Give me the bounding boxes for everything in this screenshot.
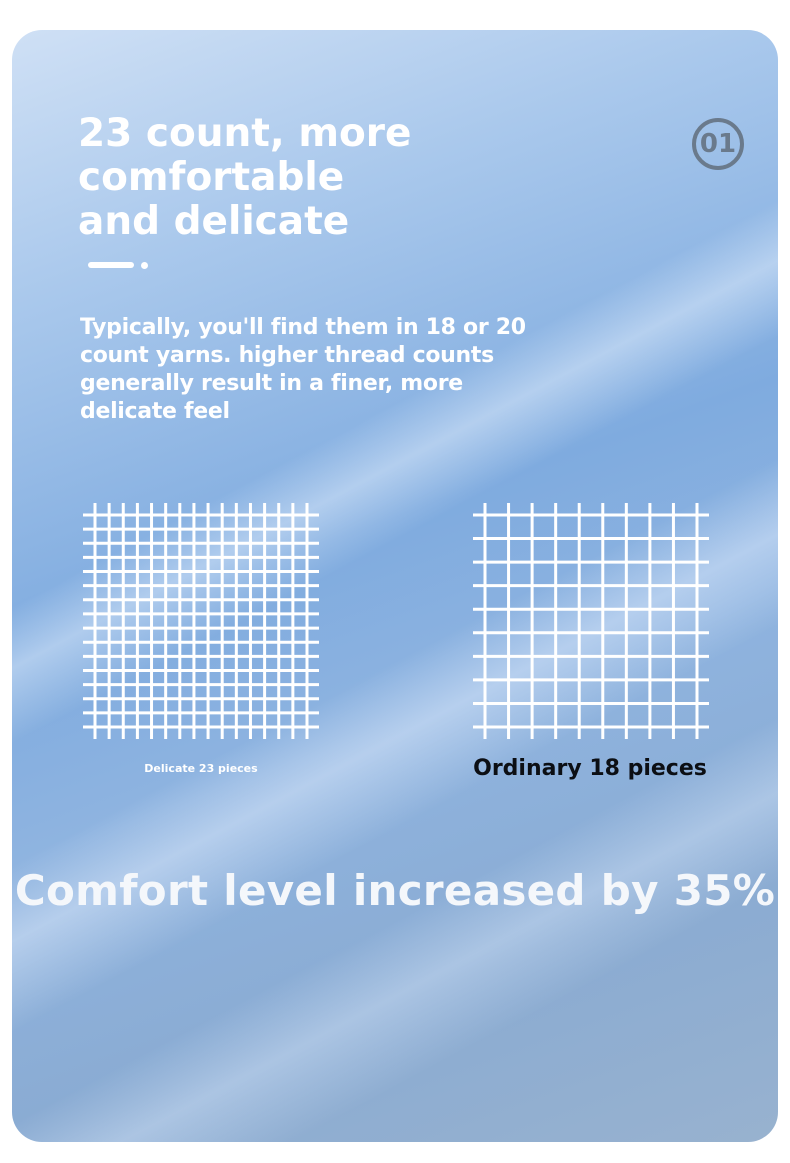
ordinary-weave-grid bbox=[473, 503, 709, 739]
divider-dot bbox=[141, 262, 148, 269]
fine-weave-grid bbox=[83, 503, 319, 739]
ordinary-weave-caption: Ordinary 18 pieces bbox=[473, 756, 707, 781]
title-line: comfortable bbox=[78, 155, 345, 200]
page-title: 23 count, more comfortable and delicate bbox=[78, 112, 411, 244]
step-number-badge: 01 bbox=[692, 118, 744, 170]
divider-dash bbox=[88, 262, 134, 268]
title-line: and delicate bbox=[78, 199, 350, 244]
title-line: 23 count, more bbox=[78, 111, 412, 156]
description: Typically, you'll find them in 18 or 20 … bbox=[80, 315, 526, 424]
fine-weave-caption: Delicate 23 pieces bbox=[144, 762, 258, 775]
headline: Comfort level increased by 35% bbox=[14, 866, 776, 915]
